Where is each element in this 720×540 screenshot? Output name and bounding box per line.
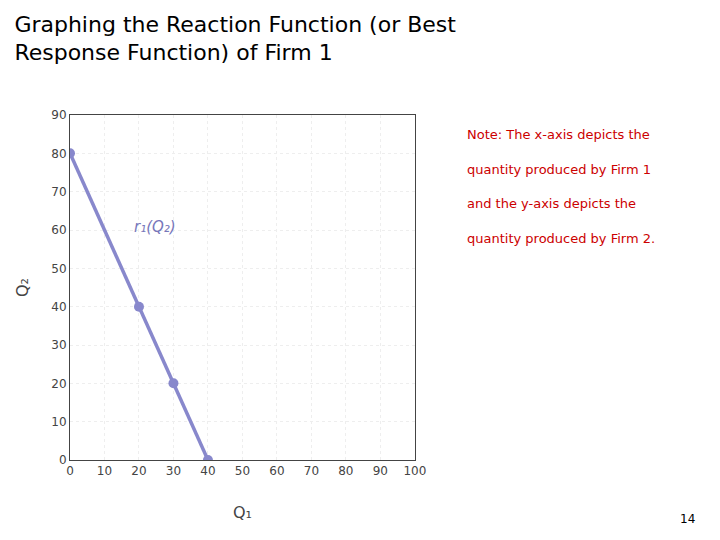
svg-text:80: 80 [338, 464, 353, 478]
svg-text:Note: The x-axis depicts the: Note: The x-axis depicts the [467, 127, 650, 142]
svg-text:80: 80 [51, 147, 66, 161]
svg-text:quantity produced by Firm 2.: quantity produced by Firm 2. [467, 231, 655, 246]
svg-text:90: 90 [373, 464, 388, 478]
svg-text:Q₁: Q₁ [233, 503, 252, 522]
svg-text:quantity produced by Firm 1: quantity produced by Firm 1 [467, 162, 651, 177]
svg-text:70: 70 [304, 464, 319, 478]
svg-text:20: 20 [131, 464, 146, 478]
svg-text:0: 0 [59, 453, 67, 467]
svg-text:50: 50 [235, 464, 250, 478]
svg-text:r₁(Q₂): r₁(Q₂) [134, 218, 176, 236]
svg-text:30: 30 [166, 464, 181, 478]
svg-text:40: 40 [200, 464, 215, 478]
svg-text:Graphing the Reaction Function: Graphing the Reaction Function (or BestR… [14, 12, 456, 66]
svg-text:30: 30 [51, 338, 66, 352]
svg-text:100: 100 [403, 464, 426, 478]
svg-text:20: 20 [51, 377, 66, 391]
svg-text:Q₂: Q₂ [13, 278, 32, 297]
svg-text:and the y-axis depicts the: and the y-axis depicts the [467, 196, 636, 211]
svg-text:50: 50 [51, 262, 66, 276]
svg-text:90: 90 [51, 108, 66, 122]
svg-text:60: 60 [269, 464, 284, 478]
svg-text:40: 40 [51, 300, 66, 314]
svg-text:10: 10 [97, 464, 112, 478]
svg-text:0: 0 [66, 464, 74, 478]
svg-text:10: 10 [51, 415, 66, 429]
svg-text:14: 14 [680, 512, 695, 526]
svg-text:60: 60 [51, 223, 66, 237]
svg-text:70: 70 [51, 185, 66, 199]
